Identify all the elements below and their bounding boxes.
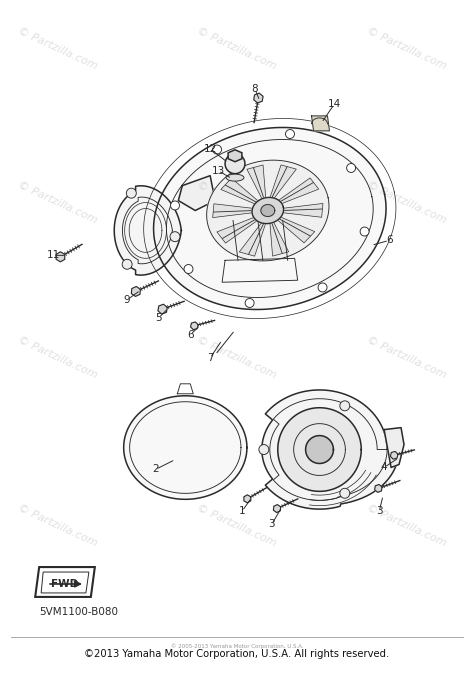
Text: © 2005-2013 Yamaha Motor Corporation, U.S.A.: © 2005-2013 Yamaha Motor Corporation, U.… <box>171 643 303 649</box>
Polygon shape <box>239 222 266 256</box>
Polygon shape <box>262 390 399 509</box>
Polygon shape <box>311 116 329 131</box>
Text: © Partzilla.com: © Partzilla.com <box>365 503 448 549</box>
Text: 13: 13 <box>211 165 225 176</box>
Circle shape <box>360 227 369 236</box>
Polygon shape <box>273 505 281 512</box>
Circle shape <box>170 232 180 242</box>
Polygon shape <box>374 485 382 492</box>
Text: © Partzilla.com: © Partzilla.com <box>17 26 100 72</box>
Text: 3: 3 <box>268 519 275 529</box>
Polygon shape <box>228 150 242 162</box>
Text: 2: 2 <box>152 464 159 475</box>
Polygon shape <box>278 408 361 491</box>
Circle shape <box>340 401 350 411</box>
Text: © Partzilla.com: © Partzilla.com <box>365 180 448 226</box>
Text: © Partzilla.com: © Partzilla.com <box>196 26 278 72</box>
Text: 12: 12 <box>203 144 217 154</box>
Ellipse shape <box>226 174 244 181</box>
Text: 7: 7 <box>207 353 213 363</box>
Polygon shape <box>56 252 65 262</box>
Circle shape <box>346 163 356 172</box>
Circle shape <box>259 445 269 454</box>
Polygon shape <box>254 93 263 103</box>
Polygon shape <box>252 197 283 223</box>
Polygon shape <box>244 495 251 503</box>
Polygon shape <box>154 128 386 310</box>
Circle shape <box>245 298 254 308</box>
Polygon shape <box>221 178 259 205</box>
Polygon shape <box>270 222 289 256</box>
Text: FWD: FWD <box>51 579 79 589</box>
Text: 5VM1100-B080: 5VM1100-B080 <box>39 607 118 617</box>
Circle shape <box>225 154 245 173</box>
Text: 4: 4 <box>381 462 387 472</box>
Circle shape <box>285 130 294 138</box>
Circle shape <box>318 283 327 292</box>
Text: ©2013 Yamaha Motor Corporation, U.S.A. All rights reserved.: ©2013 Yamaha Motor Corporation, U.S.A. A… <box>84 649 390 659</box>
Text: 3: 3 <box>376 506 383 516</box>
Polygon shape <box>390 452 398 459</box>
Text: 9: 9 <box>123 295 130 305</box>
Text: © Partzilla.com: © Partzilla.com <box>17 335 100 381</box>
Polygon shape <box>178 176 215 211</box>
Text: 5: 5 <box>155 313 162 323</box>
Polygon shape <box>191 322 198 329</box>
Polygon shape <box>306 435 333 464</box>
Text: 14: 14 <box>328 99 341 109</box>
Text: 8: 8 <box>252 84 258 94</box>
Circle shape <box>122 259 132 269</box>
Text: © Partzilla.com: © Partzilla.com <box>17 503 100 549</box>
Circle shape <box>184 265 193 273</box>
Polygon shape <box>213 204 255 217</box>
Polygon shape <box>158 304 167 314</box>
Text: © Partzilla.com: © Partzilla.com <box>365 26 448 72</box>
Polygon shape <box>261 205 275 217</box>
Polygon shape <box>207 160 329 261</box>
Text: © Partzilla.com: © Partzilla.com <box>17 180 100 226</box>
Text: 11: 11 <box>46 250 60 261</box>
Text: © Partzilla.com: © Partzilla.com <box>196 335 278 381</box>
Polygon shape <box>384 428 404 468</box>
Polygon shape <box>131 286 140 296</box>
Circle shape <box>127 188 137 198</box>
Polygon shape <box>277 217 315 243</box>
Text: 6: 6 <box>187 330 193 340</box>
Circle shape <box>212 145 221 154</box>
Polygon shape <box>217 217 259 243</box>
Polygon shape <box>124 396 247 500</box>
Polygon shape <box>277 178 319 205</box>
Polygon shape <box>281 203 323 217</box>
Circle shape <box>340 488 350 498</box>
Text: 6: 6 <box>386 236 392 246</box>
Text: 1: 1 <box>238 506 245 516</box>
Polygon shape <box>270 165 296 199</box>
Text: © Partzilla.com: © Partzilla.com <box>196 180 278 226</box>
Polygon shape <box>247 165 266 199</box>
Text: © Partzilla.com: © Partzilla.com <box>196 503 278 549</box>
Circle shape <box>171 201 180 210</box>
Polygon shape <box>114 186 182 275</box>
Text: © Partzilla.com: © Partzilla.com <box>365 335 448 381</box>
